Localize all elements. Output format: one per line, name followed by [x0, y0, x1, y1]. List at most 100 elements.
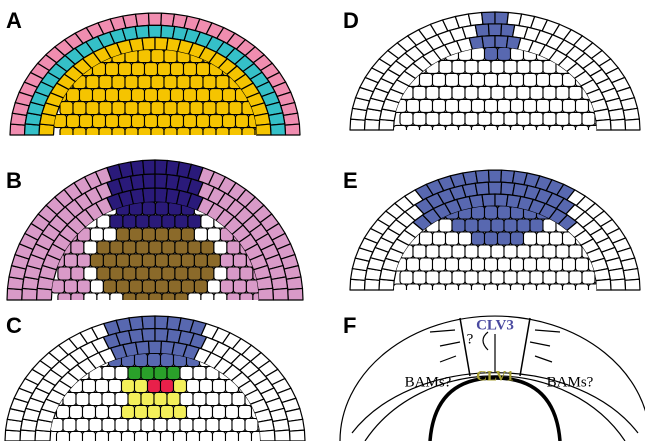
cell [214, 267, 227, 280]
cell [73, 128, 86, 141]
cell [155, 280, 168, 293]
cell [365, 119, 380, 130]
cell [236, 115, 249, 128]
cell [576, 258, 589, 271]
cell [99, 76, 112, 89]
cell [200, 432, 213, 441]
cell [135, 380, 148, 393]
cell [155, 254, 168, 267]
clv3-label: CLV3 [476, 317, 514, 333]
cell [459, 284, 472, 297]
cell [129, 254, 142, 267]
cell [439, 271, 452, 284]
cell [110, 241, 123, 254]
cell [206, 393, 219, 406]
cell [119, 89, 132, 102]
cell [148, 432, 161, 441]
cell [136, 13, 150, 26]
cell [439, 219, 452, 232]
cell [482, 12, 495, 24]
cell [167, 367, 180, 380]
cell [407, 284, 420, 297]
cell [478, 271, 491, 284]
cell [226, 432, 239, 441]
cell [128, 419, 141, 432]
cell [214, 241, 227, 254]
cell [57, 406, 70, 419]
cell [491, 271, 504, 284]
cell [84, 267, 97, 280]
cell [459, 232, 472, 245]
cell [556, 271, 569, 284]
cell [51, 280, 64, 293]
cell [155, 160, 167, 174]
cell [459, 125, 472, 138]
cell [258, 420, 275, 432]
cell [162, 215, 175, 228]
cell [102, 393, 115, 406]
cell [530, 60, 543, 73]
cell [511, 284, 524, 297]
cell [158, 63, 171, 76]
cell [122, 406, 135, 419]
cell [576, 284, 589, 297]
cell [89, 393, 102, 406]
cell [543, 86, 556, 99]
cell [517, 271, 530, 284]
cell [232, 419, 245, 432]
cell [219, 393, 232, 406]
cell [498, 284, 511, 297]
cell [90, 254, 103, 267]
cell [498, 258, 511, 271]
cell [465, 112, 478, 125]
cell [569, 245, 582, 258]
cell [485, 73, 498, 86]
cell [167, 419, 180, 432]
cell [97, 241, 110, 254]
cell [220, 280, 233, 293]
cell [200, 406, 213, 419]
cell [511, 99, 524, 112]
cell [504, 271, 517, 284]
cell [90, 228, 103, 241]
cell [151, 76, 164, 89]
cell [177, 76, 190, 89]
cell [138, 76, 151, 89]
cell [517, 86, 530, 99]
cell [488, 24, 501, 36]
cell [148, 354, 161, 367]
cell [175, 215, 188, 228]
cell [174, 432, 187, 441]
cell [420, 258, 433, 271]
cell [258, 288, 273, 300]
cell [187, 406, 200, 419]
cell [498, 232, 511, 245]
cell [286, 277, 302, 290]
cell [142, 280, 155, 293]
cell [58, 267, 71, 280]
cell [478, 245, 491, 258]
cell [184, 63, 197, 76]
cell [213, 380, 226, 393]
cell [143, 188, 155, 203]
cell [122, 432, 135, 441]
cell [83, 380, 96, 393]
cell [420, 284, 433, 297]
cell [233, 254, 246, 267]
cell [149, 215, 162, 228]
cell [433, 258, 446, 271]
cell [446, 73, 459, 86]
cell [210, 89, 223, 102]
cell [446, 284, 459, 297]
cell [64, 280, 77, 293]
cell [240, 267, 253, 280]
cell [151, 128, 164, 141]
cell [472, 284, 485, 297]
cell [142, 254, 155, 267]
cell [162, 293, 175, 306]
meristem [350, 12, 640, 138]
cell [112, 76, 125, 89]
cell [452, 219, 465, 232]
cell [115, 393, 128, 406]
question-label: ? [467, 331, 474, 347]
